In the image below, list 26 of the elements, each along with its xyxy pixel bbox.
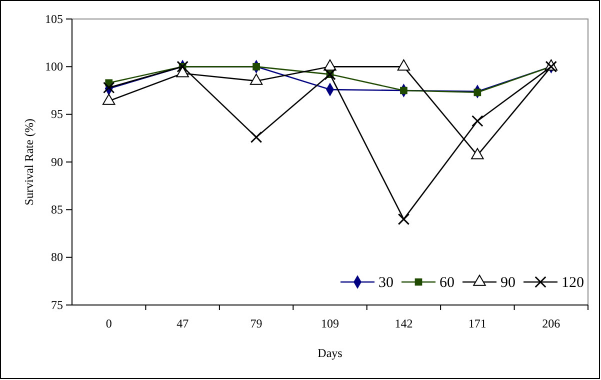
x-tick-label: 142 bbox=[394, 316, 413, 331]
legend-label: 30 bbox=[378, 275, 394, 291]
y-tick-label: 95 bbox=[51, 107, 63, 122]
y-tick-label: 80 bbox=[51, 250, 63, 264]
point bbox=[324, 68, 336, 80]
x-tick-label: 0 bbox=[106, 316, 112, 331]
x-tick-label: 206 bbox=[542, 316, 560, 331]
y-tick-label: 85 bbox=[51, 202, 63, 217]
x-tick-label: 171 bbox=[468, 316, 486, 331]
y-tick-label: 75 bbox=[51, 298, 63, 312]
point bbox=[398, 213, 410, 226]
legend-label: 90 bbox=[500, 275, 516, 291]
x-axis-title: Days bbox=[318, 346, 343, 360]
x-tick-label: 79 bbox=[250, 316, 262, 331]
y-tick-label: 90 bbox=[51, 154, 63, 169]
point bbox=[472, 115, 484, 127]
y-tick-label: 100 bbox=[45, 60, 63, 74]
point bbox=[474, 88, 482, 96]
point bbox=[250, 131, 262, 144]
legend-label: 60 bbox=[440, 275, 454, 291]
y-axis-title: Survival Rate (%) bbox=[22, 118, 36, 206]
x-tick-label: 47 bbox=[176, 316, 189, 331]
point bbox=[400, 86, 408, 94]
legend-label: 120 bbox=[562, 275, 584, 291]
y-tick-label: 105 bbox=[45, 12, 63, 26]
x-tick-label: 109 bbox=[321, 316, 339, 331]
